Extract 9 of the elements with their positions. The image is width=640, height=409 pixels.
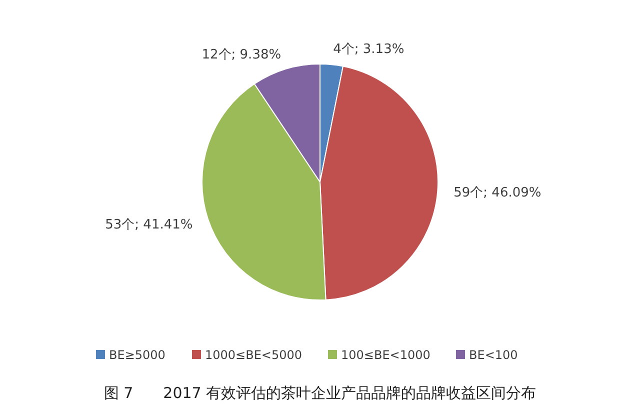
legend-label: 1000≤BE<5000: [205, 348, 302, 362]
data-label: 4个; 3.13%: [333, 42, 404, 58]
text: 图 7 2017 有效评估的茶叶企业产品品牌的品牌收益区间分布: [104, 384, 536, 402]
legend-label: BE≥5000: [109, 348, 166, 362]
data-label: 53个; 41.41%: [105, 218, 193, 233]
data-label: 12个; 9.38%: [202, 47, 282, 62]
legend-label: 100≤BE<1000: [341, 348, 430, 362]
data-label: 59个; 46.09%: [454, 185, 542, 200]
legend-label: BE<100: [469, 348, 518, 362]
